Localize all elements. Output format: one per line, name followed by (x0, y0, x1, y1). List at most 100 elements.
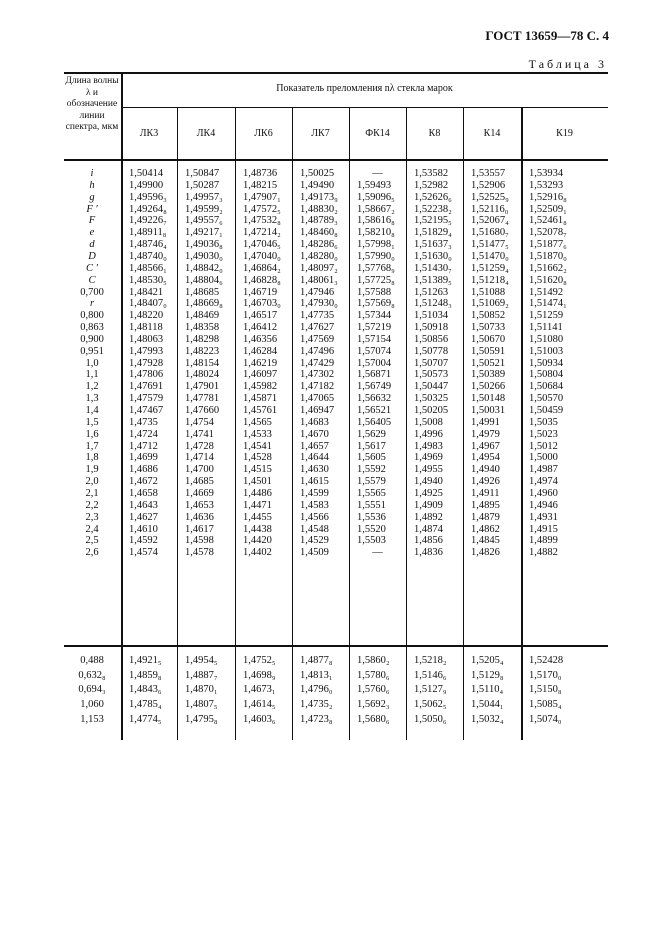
index-value: 1,53557 (471, 168, 506, 179)
index-value: 1,4583 (300, 499, 329, 511)
index-value: 1,4712 (129, 440, 158, 452)
index-value: 1,4877₈ (300, 655, 333, 666)
index-value: 1,46947 (300, 405, 335, 416)
index-value: 1,50148 (471, 393, 506, 405)
index-value: 1,57768₉ (357, 262, 395, 274)
index-value: 1,4979 (471, 428, 500, 440)
index-value: 1,5629 (357, 428, 386, 440)
column-header: ЛК6 (254, 128, 273, 139)
index-value: 1,4899 (529, 535, 558, 547)
row-label: 0,900 (80, 333, 104, 345)
index-value: 1,49226₇ (129, 215, 167, 227)
index-value: 1,51877₆ (529, 239, 567, 251)
index-value: 1,4954₅ (185, 655, 218, 666)
index-value: 1,4983 (414, 440, 443, 452)
row-label: e (89, 227, 95, 239)
index-value: 1,49490 (300, 179, 335, 191)
index-value: 1,47046₅ (243, 239, 281, 251)
index-value: 1,5085₄ (529, 699, 562, 711)
index-value: 1,48530₅ (129, 274, 167, 286)
index-value: 1,5205₄ (471, 655, 504, 666)
row-label: C ′ (86, 262, 98, 274)
column-header: К14 (483, 128, 501, 139)
index-value: 1,48286₆ (300, 239, 338, 251)
index-value: 1,46284 (243, 345, 278, 357)
index-value: 1,5520 (357, 523, 386, 535)
row-label: 0,694₃ (78, 684, 106, 696)
index-value: 1,51470₀ (471, 250, 509, 262)
index-value: 1,4515 (243, 464, 272, 476)
index-value: 1,46097 (243, 369, 278, 381)
index-value: 1,4774₅ (129, 713, 162, 725)
index-value: 1,52195₅ (414, 215, 452, 227)
index-value: 1,57219 (357, 322, 392, 334)
index-value: 1,47572₅ (243, 203, 281, 215)
block-divider-rule (64, 645, 608, 647)
index-value: 1,4673₁ (243, 684, 276, 696)
index-value: 1,50733 (471, 322, 506, 334)
index-value: 1,47214₂ (243, 227, 281, 239)
wavelength-column-header: Длина волны λ и обозначение линии спектр… (65, 76, 119, 132)
index-value: 1,4617 (185, 523, 214, 535)
index-value: 1,47930₀ (300, 298, 338, 310)
index-value: 1,4735 (129, 416, 158, 428)
index-value: 1,57990₀ (357, 250, 395, 262)
index-value: 1,48280₀ (300, 250, 338, 262)
index-value: 1,50778 (414, 345, 449, 357)
index-value: 1,51088 (471, 286, 506, 298)
column-rule (177, 107, 178, 740)
index-value: 1,51080 (529, 333, 564, 345)
index-value: 1,48154 (185, 357, 220, 369)
index-value: 1,4574 (129, 547, 158, 559)
index-value: 1,5692₃ (357, 699, 390, 711)
index-value: 1,4685 (185, 476, 214, 488)
index-value: 1,46828₈ (243, 274, 281, 286)
refractive-index-super-header: Показатель преломления nλ стекла марок (276, 83, 453, 94)
index-value: 1,48736 (243, 168, 278, 179)
index-value: 1,4610 (129, 523, 158, 535)
index-value: 1,51003 (529, 345, 564, 357)
index-value: 1,48469 (185, 310, 220, 322)
index-value: 1,5012 (529, 440, 558, 452)
index-value: 1,4509 (300, 547, 329, 559)
index-value: 1,57074 (357, 345, 392, 357)
index-value: 1,4529 (300, 535, 329, 547)
index-value: 1,5110₄ (471, 684, 504, 696)
index-value: 1,4940 (414, 476, 443, 488)
index-value: 1,4915 (529, 523, 558, 535)
index-value: 1,45761 (243, 405, 278, 416)
index-value: 1,4859₈ (129, 669, 162, 681)
index-value: 1,50287 (185, 179, 220, 191)
index-value: 1,46412 (243, 322, 278, 334)
index-value: 1,46517 (243, 310, 278, 322)
index-value: 1,4669 (185, 487, 214, 499)
index-value: 1,48669₈ (185, 298, 223, 310)
index-value: 1,4700 (185, 464, 214, 476)
index-value: 1,50459 (529, 405, 564, 416)
index-value: 1,50031 (471, 405, 506, 416)
index-value: 1,59493 (357, 179, 392, 191)
index-value: 1,5592 (357, 464, 386, 476)
index-value: 1,5032₄ (471, 713, 504, 725)
index-value: 1,52982 (414, 179, 449, 191)
index-value: 1,5035 (529, 416, 558, 428)
row-label: 0,863 (80, 322, 104, 334)
header-bottom-rule (64, 159, 608, 161)
index-value: 1,46703₀ (243, 298, 281, 310)
column-header: ФК14 (365, 128, 390, 139)
index-value: 1,46719 (243, 286, 278, 298)
index-value: 1,4921₅ (129, 655, 162, 666)
index-value: 1,5551 (357, 499, 386, 511)
index-value: 1,4627 (129, 511, 158, 523)
index-value: 1,47735 (300, 310, 335, 322)
index-value: 1,49217₁ (185, 227, 223, 239)
index-value: 1,47946 (300, 286, 335, 298)
index-value: 1,52428 (529, 655, 564, 666)
index-value: 1,4592 (129, 535, 158, 547)
row-label: 2,6 (85, 547, 99, 559)
index-value: 1,51620₈ (529, 274, 567, 286)
index-value: 1,50707 (414, 357, 449, 369)
index-value: 1,5536 (357, 511, 386, 523)
index-value: 1,48740₀ (129, 250, 167, 262)
index-value: 1,49173₉ (300, 191, 338, 203)
